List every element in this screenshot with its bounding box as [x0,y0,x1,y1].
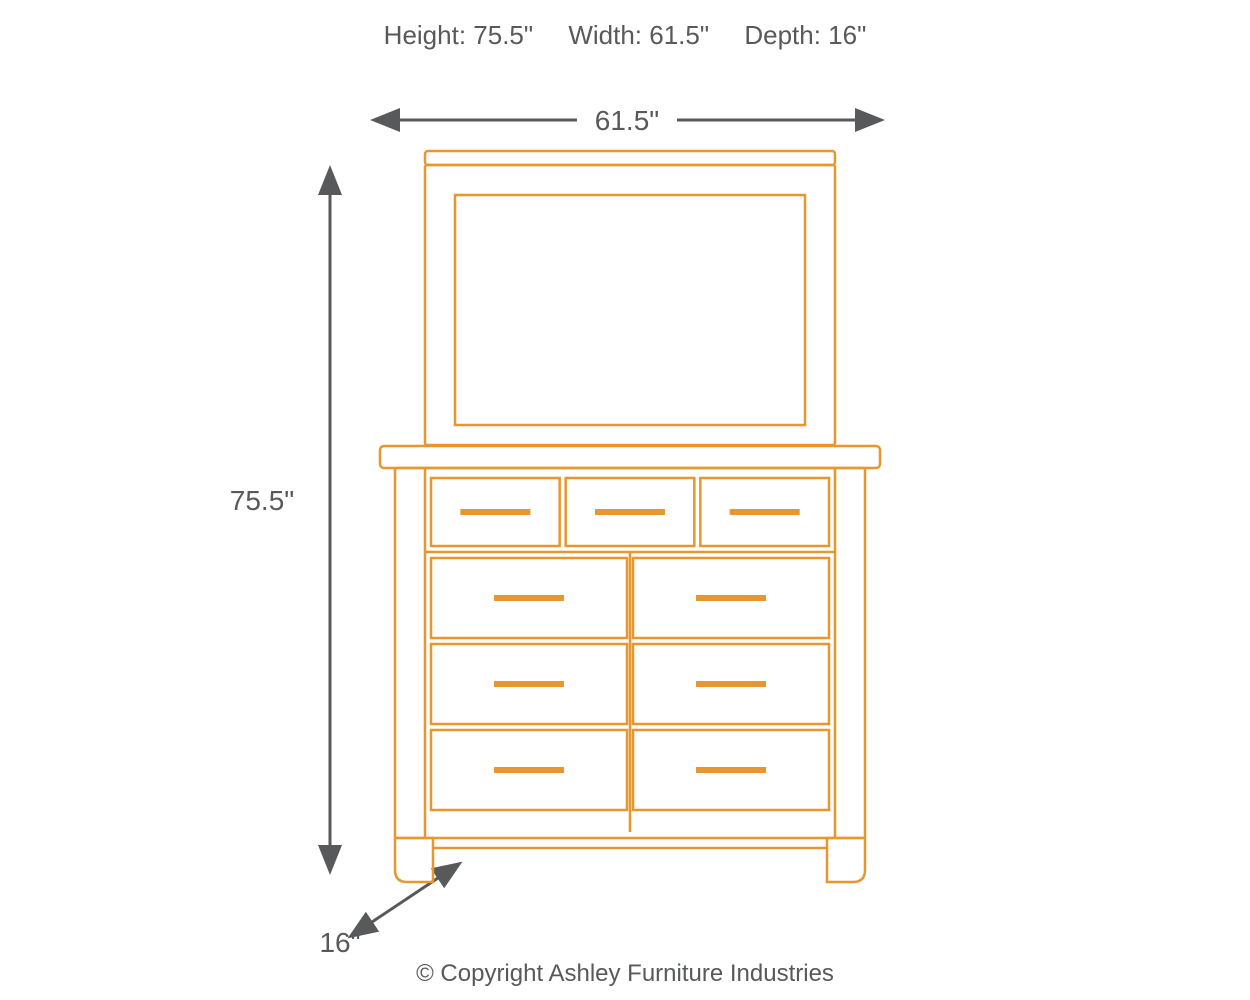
svg-text:75.5": 75.5" [230,485,294,516]
copyright-text: © Copyright Ashley Furniture Industries [0,960,1250,988]
furniture-diagram: 61.5" 75.5" 16" [0,0,1250,1000]
svg-text:16": 16" [319,927,360,958]
svg-text:61.5": 61.5" [595,105,659,136]
